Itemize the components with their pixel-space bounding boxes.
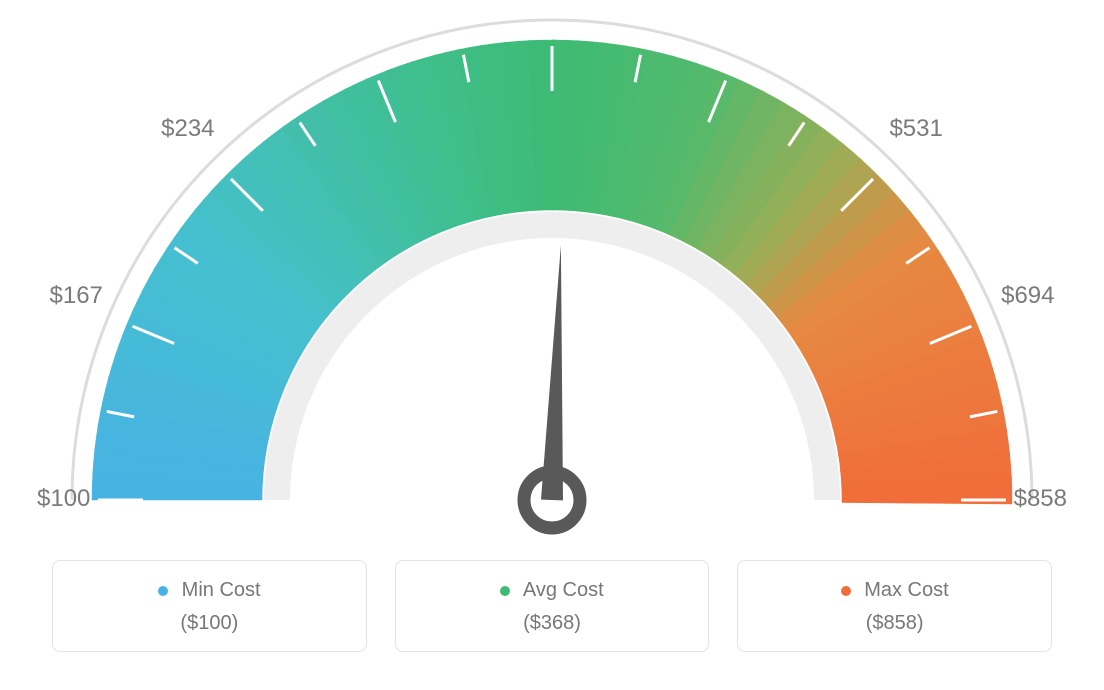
svg-text:$167: $167 — [50, 282, 103, 309]
legend-value-min: ($100) — [63, 612, 356, 635]
legend-card-max: Max Cost ($858) — [737, 560, 1052, 652]
dot-avg — [500, 586, 510, 596]
legend-title-min: Min Cost — [182, 579, 261, 601]
legend-card-min: Min Cost ($100) — [52, 560, 367, 652]
svg-text:$234: $234 — [161, 115, 214, 142]
legend-card-avg: Avg Cost ($368) — [395, 560, 710, 652]
legend-row: Min Cost ($100) Avg Cost ($368) Max Cost… — [52, 560, 1052, 652]
svg-text:$531: $531 — [889, 115, 942, 142]
dot-min — [158, 586, 168, 596]
legend-value-max: ($858) — [748, 612, 1041, 635]
gauge-chart: $100$167$234$368$531$694$858 — [0, 0, 1104, 560]
legend-title-max: Max Cost — [864, 579, 948, 601]
svg-text:$100: $100 — [37, 485, 90, 512]
legend-title-avg: Avg Cost — [523, 579, 604, 601]
dot-max — [841, 586, 851, 596]
svg-text:$694: $694 — [1001, 282, 1054, 309]
svg-text:$858: $858 — [1014, 485, 1067, 512]
legend-value-avg: ($368) — [406, 612, 699, 635]
